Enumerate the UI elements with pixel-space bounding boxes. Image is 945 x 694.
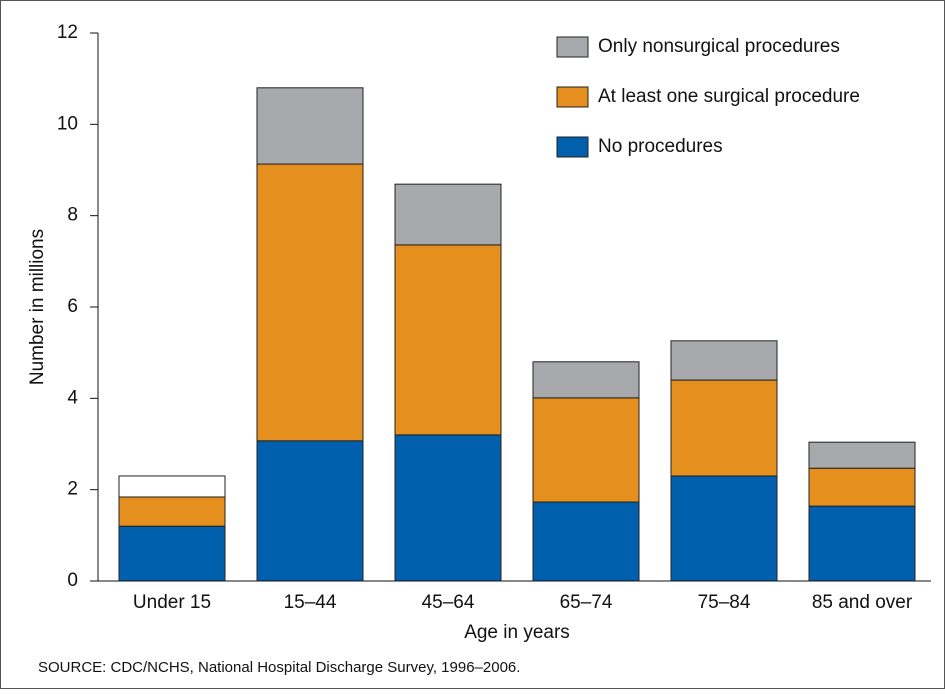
y-tick-label: 4 — [67, 387, 78, 408]
bar-segment — [256, 440, 364, 582]
x-tick-label: 75–84 — [698, 592, 751, 613]
x-tick-label: 65–74 — [560, 592, 613, 613]
x-tick-label: Under 15 — [133, 592, 211, 613]
y-tick-label: 2 — [67, 479, 78, 500]
bar-segment — [394, 183, 502, 246]
bar-segment — [532, 501, 640, 582]
bar-segment — [670, 340, 778, 381]
y-tick-label: 10 — [57, 113, 78, 134]
source-note: SOURCE: CDC/NCHS, National Hospital Disc… — [38, 659, 520, 676]
y-axis-label: Number in millions — [27, 229, 48, 385]
bar-segment — [256, 163, 364, 442]
bar-segment — [670, 475, 778, 582]
legend-swatch — [556, 36, 589, 58]
bar-segment — [532, 397, 640, 503]
bar-segment — [808, 441, 916, 469]
legend-label: No procedures — [598, 136, 723, 157]
bar-segment — [394, 434, 502, 582]
bar-segment — [118, 496, 226, 527]
legend-swatch — [556, 136, 589, 158]
bar-segment — [118, 475, 226, 498]
legend-label: At least one surgical procedure — [598, 86, 860, 107]
legend-swatch — [556, 86, 589, 108]
y-tick-label: 12 — [57, 22, 78, 43]
bar-segment — [808, 467, 916, 507]
bar-segment — [256, 87, 364, 165]
x-tick-label: 15–44 — [284, 592, 337, 613]
y-tick-label: 8 — [67, 205, 78, 226]
y-tick-label: 0 — [67, 570, 78, 591]
y-tick-label: 6 — [67, 296, 78, 317]
x-tick-label: 45–64 — [422, 592, 475, 613]
bar-segment — [670, 379, 778, 477]
bar-segment — [118, 525, 226, 582]
x-axis-label: Age in years — [464, 622, 570, 643]
legend-label: Only nonsurgical procedures — [598, 36, 840, 57]
bar-segment — [394, 244, 502, 436]
x-tick-label: 85 and over — [812, 592, 913, 613]
bar-segment — [532, 361, 640, 399]
bar-segment — [808, 505, 916, 582]
